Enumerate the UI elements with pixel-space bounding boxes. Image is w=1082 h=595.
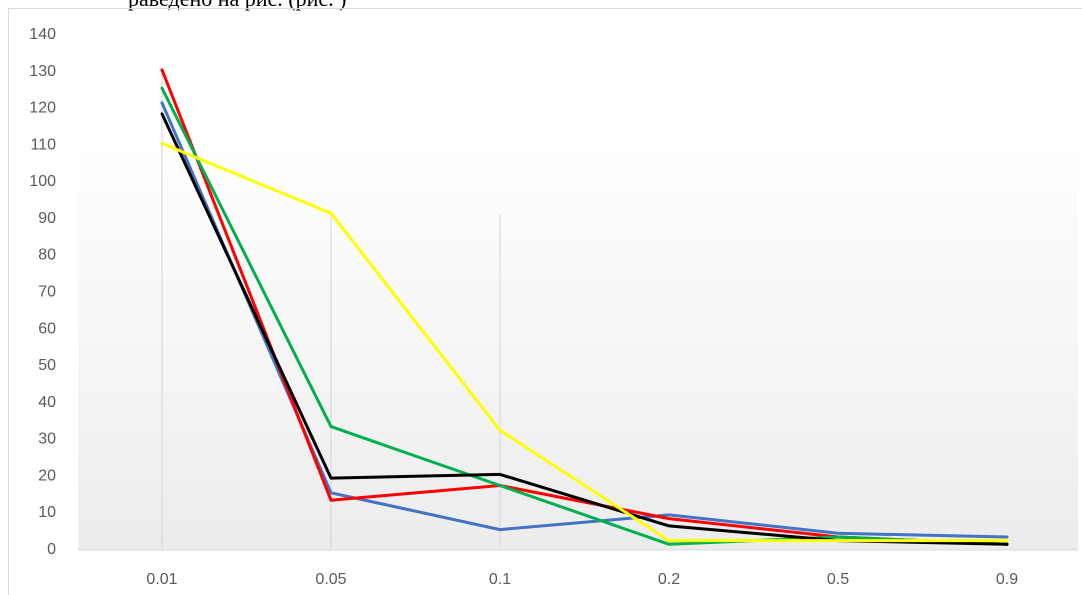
x-tick-label: 0.5 [827,571,849,588]
series-line-5 [160,141,1009,543]
y-tick-label: 20 [38,467,56,484]
series-line-3 [160,86,1009,546]
y-tick-label: 10 [38,504,56,521]
y-tick-label: 30 [38,431,56,448]
y-tick-label: 90 [38,210,56,227]
plot-background [78,140,1078,550]
y-tick-label: 130 [29,63,56,80]
x-tick-label: 0.9 [996,571,1018,588]
y-tick-label: 100 [29,173,56,190]
chart-frame [8,8,1082,595]
y-tick-label: 110 [30,136,56,153]
x-tick-label: 0.1 [489,571,511,588]
cropped-caption-text: раведено на рис. (рис. ) [128,0,347,12]
x-tick-label: 0.05 [315,571,346,588]
y-tick-label: 70 [38,284,56,301]
y-tick-label: 80 [38,247,56,264]
y-tick-label: 40 [38,394,56,411]
x-tick-label: 0.01 [146,571,177,588]
y-tick-label: 140 [29,26,56,43]
y-tick-label: 60 [38,320,56,337]
y-tick-label: 120 [29,100,56,117]
x-tick-label: 0.2 [658,571,680,588]
y-tick-label: 50 [38,357,56,374]
y-tick-label: 0 [47,541,56,558]
